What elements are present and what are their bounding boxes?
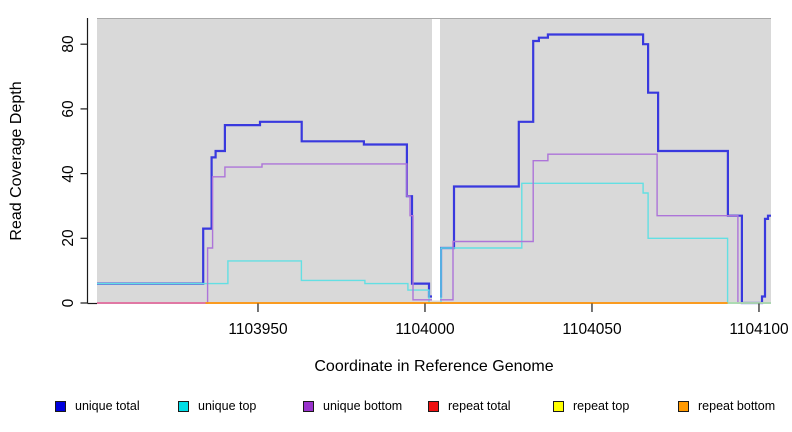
y-tick-label-1: 20 (60, 229, 77, 247)
y-axis-title: Read Coverage Depth (8, 81, 25, 241)
legend-item-repeat-bottom: repeat bottom (678, 399, 775, 413)
legend-swatch-repeat-top (553, 400, 564, 412)
legend-label-repeat-total: repeat total (448, 399, 511, 413)
x-tick-label-0: 1103950 (228, 321, 288, 338)
y-tick-label-3: 60 (60, 100, 77, 118)
legend-label-unique-top: unique top (198, 399, 257, 413)
x-tick-label-1: 1104000 (395, 321, 455, 338)
legend-swatch-unique-bottom (303, 400, 314, 412)
legend-label-repeat-top: repeat top (573, 399, 630, 413)
series-line-unique-total (97, 33, 771, 305)
legend-label-repeat-bottom: repeat bottom (698, 399, 776, 413)
legend-item-repeat-top: repeat top (553, 399, 629, 413)
legend-swatch-unique-top (178, 400, 189, 412)
legend-label-unique-total: unique total (75, 399, 140, 413)
legend-item-unique-total: unique total (55, 399, 140, 413)
legend-label-unique-bottom: unique bottom (323, 399, 403, 413)
legend-item-unique-bottom: unique bottom (303, 399, 402, 413)
legend-swatch-unique-total (55, 400, 66, 412)
x-tick-label-3: 1104100 (729, 321, 789, 338)
coverage-gap (432, 19, 440, 301)
y-tick-label-2: 40 (60, 164, 77, 183)
y-tick-label-4: 80 (60, 35, 77, 53)
legend-swatch-repeat-total (428, 400, 439, 412)
x-tick-label-2: 1104050 (562, 321, 622, 338)
x-axis-title: Coordinate in Reference Genome (314, 358, 554, 375)
y-tick-label-0: 0 (60, 298, 77, 308)
legend-item-repeat-total: repeat total (428, 399, 511, 413)
legend-swatch-repeat-bottom (678, 400, 689, 412)
series-line-unique-bottom (97, 153, 771, 304)
legend-item-unique-top: unique top (178, 399, 256, 413)
